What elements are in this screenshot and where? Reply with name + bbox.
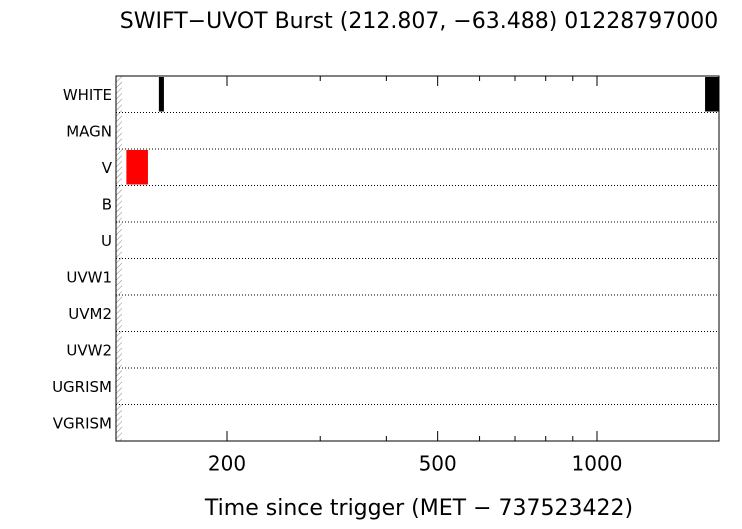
- row-label: U: [101, 232, 112, 250]
- row-label: B: [102, 195, 112, 213]
- row-label: VGRISM: [53, 414, 112, 432]
- row-label: UGRISM: [52, 378, 112, 396]
- plot-frame: [115, 75, 720, 442]
- exposure-bar: [126, 150, 148, 185]
- row-label: MAGN: [66, 122, 112, 140]
- x-tick-label: 1000: [572, 452, 623, 476]
- x-tick-label: 500: [419, 452, 457, 476]
- row-label: V: [102, 159, 113, 177]
- x-axis-label: Time since trigger (MET − 737523422): [204, 496, 633, 521]
- x-tick-label: 200: [208, 452, 246, 476]
- exposure-bar: [158, 77, 164, 112]
- row-label: UVW2: [66, 341, 112, 359]
- row-label: UVW1: [66, 268, 112, 286]
- chart-title: SWIFT−UVOT Burst (212.807, −63.488) 0122…: [120, 9, 719, 34]
- row-label: WHITE: [63, 86, 112, 104]
- row-label: UVM2: [68, 305, 112, 323]
- exposure-bar: [705, 77, 719, 112]
